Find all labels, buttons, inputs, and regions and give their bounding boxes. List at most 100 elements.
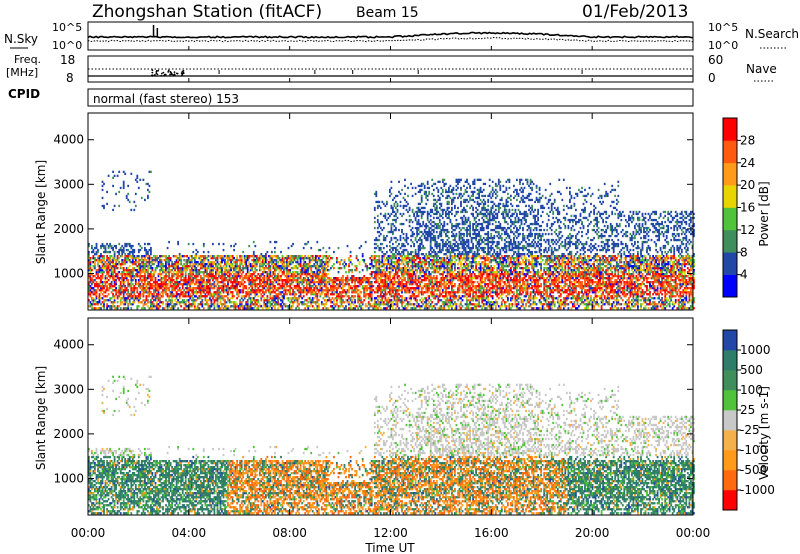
power-cell [415,307,417,309]
power-cell [189,281,191,283]
power-cell [383,227,385,229]
power-cell [260,297,262,299]
power-cell [186,263,188,265]
power-cell [431,271,433,273]
power-cell [318,305,320,307]
power-cell [400,277,402,279]
power-cell [91,245,93,247]
power-cell [395,251,397,253]
power-cell [440,287,442,289]
power-cell [321,259,323,261]
power-cell [108,247,110,249]
power-cell [288,279,290,281]
power-cell [251,283,253,285]
power-cell [153,259,155,261]
power-cell [189,259,191,261]
power-cell [310,267,312,269]
power-cell [371,305,373,307]
power-cell [105,299,107,301]
power-cell [347,277,349,279]
power-cell [395,195,397,197]
power-cell [133,291,135,293]
power-cell [412,227,414,229]
power-cell [91,305,93,307]
power-cell [356,257,358,259]
power-cell [377,299,379,301]
power-cell [359,303,361,305]
power-cell [124,303,126,305]
power-cell [105,249,107,251]
power-cell [94,265,96,267]
power-cell [425,223,427,225]
power-cell [412,241,414,243]
power-cell [404,185,406,187]
power-cell [165,269,167,271]
power-cell [297,275,299,277]
power-cell [395,219,397,221]
power-cell [381,271,383,273]
power-cell [442,217,444,219]
power-cell [91,283,93,285]
power-cell [421,217,423,219]
power-cell [177,275,179,277]
power-cell [391,293,393,295]
power-cell [186,285,188,287]
power-cell [339,261,341,263]
power-cell [274,299,276,301]
power-cell [389,245,391,247]
power-cell [280,275,282,277]
power-cell [298,283,300,285]
power-cell [203,243,205,245]
power-cell [431,255,433,257]
power-cell [391,259,393,261]
power-cell [182,287,184,289]
power-cell [171,299,173,301]
power-cell [406,209,408,211]
power-cell [226,277,228,279]
nave-dot [174,71,176,73]
power-cell [253,241,255,243]
power-cell [224,283,226,285]
power-cell [385,237,387,239]
power-cell [327,291,329,293]
power-cell [177,267,179,269]
power-cell [114,297,116,299]
power-cell [378,263,380,265]
power-cell [156,255,158,257]
power-cell [270,241,272,243]
power-cell [112,171,114,173]
power-cell [215,297,217,299]
power-cell [123,247,125,249]
power-cell [158,289,160,291]
power-cell [198,307,200,309]
power-cell [111,255,113,257]
power-cell [440,235,442,237]
power-cell [398,265,400,267]
power-cell [385,271,387,273]
power-cell [421,215,423,217]
power-cell [97,273,99,275]
power-cell [239,259,241,261]
power-cell [150,265,152,267]
power-cell [395,289,397,291]
power-cell [235,269,237,271]
power-cell [256,293,258,295]
power-cell [366,285,368,287]
power-cell [106,281,108,283]
power-cell [114,251,116,253]
power-cell [286,293,288,295]
power-cell [289,285,291,287]
power-cell [397,295,399,297]
power-cell [203,255,205,257]
power-cell [263,279,265,281]
power-cell [440,267,442,269]
power-cell [114,255,116,257]
power-cell [303,247,305,249]
power-cell [271,303,273,305]
power-cell [415,219,417,221]
cpid-label: CPID [8,87,40,101]
power-cell [430,273,432,275]
power-cell [407,255,409,257]
power-cell [419,231,421,233]
power-cell [341,293,343,295]
